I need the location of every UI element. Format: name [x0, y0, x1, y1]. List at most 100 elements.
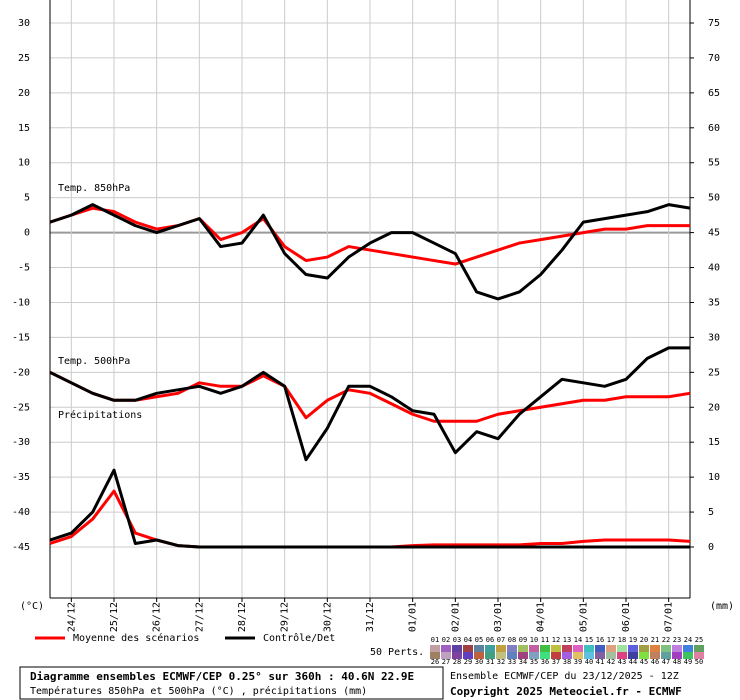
pert-swatch	[584, 645, 594, 652]
footer-copyright: Copyright 2025 Meteociel.fr - ECMWF	[450, 685, 682, 698]
pert-swatch	[562, 652, 572, 659]
pert-label: 04	[464, 636, 472, 644]
pert-swatch	[463, 645, 473, 652]
pert-label: 35	[530, 658, 538, 666]
pert-label: 02	[442, 636, 450, 644]
pert-label: 41	[596, 658, 604, 666]
pert-label: 10	[530, 636, 538, 644]
pert-label: 47	[662, 658, 670, 666]
pert-label: 09	[519, 636, 527, 644]
y2-tick-label: 0	[708, 542, 714, 553]
footer-title: Diagramme ensembles ECMWF/CEP 0.25° sur …	[30, 670, 414, 683]
pert-swatch	[661, 645, 671, 652]
pert-swatch	[573, 652, 583, 659]
x-tick-label: 27/12	[194, 602, 205, 632]
pert-swatch	[430, 645, 440, 652]
pert-swatch	[584, 652, 594, 659]
pert-label: 50	[695, 658, 703, 666]
pert-label: 06	[486, 636, 494, 644]
control-line	[49, 203, 691, 301]
y-axis-label: (°C)	[20, 601, 44, 612]
pert-swatch	[606, 652, 616, 659]
x-tick-label: 24/12	[66, 602, 77, 632]
y2-tick-label: 55	[708, 158, 720, 169]
pert-swatch	[650, 645, 660, 652]
pert-label: 29	[464, 658, 472, 666]
y-tick-label: -20	[12, 367, 30, 378]
pert-swatch	[452, 652, 462, 659]
pert-label: 25	[695, 636, 703, 644]
x-tick-label: 06/01	[621, 602, 632, 632]
y-tick-label: 5	[24, 193, 30, 204]
panel-label: Temp. 850hPa	[58, 183, 130, 194]
pert-swatch	[551, 645, 561, 652]
y2-tick-label: 70	[708, 53, 720, 64]
pert-swatch	[441, 652, 451, 659]
pert-swatch	[628, 645, 638, 652]
pert-swatch	[683, 652, 693, 659]
pert-label: 19	[629, 636, 637, 644]
pert-label: 40	[585, 658, 593, 666]
pert-swatch	[639, 645, 649, 652]
pert-swatch	[540, 645, 550, 652]
y-tick-label: -35	[12, 472, 30, 483]
pert-label: 43	[618, 658, 626, 666]
pert-label: 08	[508, 636, 516, 644]
panel-label: Temp. 500hPa	[58, 356, 130, 367]
y-tick-label: -40	[12, 507, 30, 518]
pert-swatch	[694, 645, 704, 652]
pert-swatch	[595, 652, 605, 659]
pert-label: 20	[640, 636, 648, 644]
pert-label: 12	[552, 636, 560, 644]
y2-tick-label: 65	[708, 88, 720, 99]
pert-swatch	[463, 652, 473, 659]
pert-label: 34	[519, 658, 527, 666]
y-tick-label: 10	[18, 158, 30, 169]
pert-swatch	[485, 652, 495, 659]
pert-swatch	[606, 645, 616, 652]
x-tick-label: 26/12	[152, 602, 163, 632]
footer-run: Ensemble ECMWF/CEP du 23/12/2025 - 12Z	[450, 671, 679, 682]
pert-swatch	[518, 645, 528, 652]
pert-label: 33	[508, 658, 516, 666]
x-tick-label: 03/01	[493, 602, 504, 632]
pert-label: 21	[651, 636, 659, 644]
perturbations-label: 50 Perts.	[370, 647, 424, 658]
pert-swatch	[496, 645, 506, 652]
pert-label: 24	[684, 636, 692, 644]
pert-label: 13	[563, 636, 571, 644]
pert-swatch	[474, 652, 484, 659]
pert-swatch	[507, 652, 517, 659]
mean-line	[49, 370, 691, 423]
y2-tick-label: 20	[708, 402, 720, 413]
y2-tick-label: 40	[708, 263, 720, 274]
pert-swatch	[628, 652, 638, 659]
y2-tick-label: 35	[708, 297, 720, 308]
y2-tick-label: 45	[708, 228, 720, 239]
y-tick-label: -30	[12, 437, 30, 448]
pert-swatch	[529, 645, 539, 652]
pert-swatch	[617, 645, 627, 652]
pert-label: 07	[497, 636, 505, 644]
control-line	[49, 468, 690, 549]
pert-swatch	[430, 652, 440, 659]
pert-swatch	[474, 645, 484, 652]
x-tick-label: 28/12	[237, 602, 248, 632]
pert-swatch	[452, 645, 462, 652]
y2-tick-label: 10	[708, 472, 720, 483]
control-line	[49, 346, 690, 462]
pert-swatch	[595, 645, 605, 652]
y2-axis-label: (mm)	[710, 601, 734, 612]
pert-label: 26	[431, 658, 439, 666]
pert-label: 49	[684, 658, 692, 666]
pert-label: 38	[563, 658, 571, 666]
pert-swatch	[529, 652, 539, 659]
x-tick-label: 02/01	[450, 602, 461, 632]
pert-swatch	[496, 652, 506, 659]
legend-control: Contrôle/Det	[263, 632, 335, 644]
y-tick-label: 0	[24, 228, 30, 239]
pert-label: 36	[541, 658, 549, 666]
x-tick-label: 29/12	[280, 602, 291, 632]
pert-label: 28	[453, 658, 461, 666]
pert-label: 39	[574, 658, 582, 666]
